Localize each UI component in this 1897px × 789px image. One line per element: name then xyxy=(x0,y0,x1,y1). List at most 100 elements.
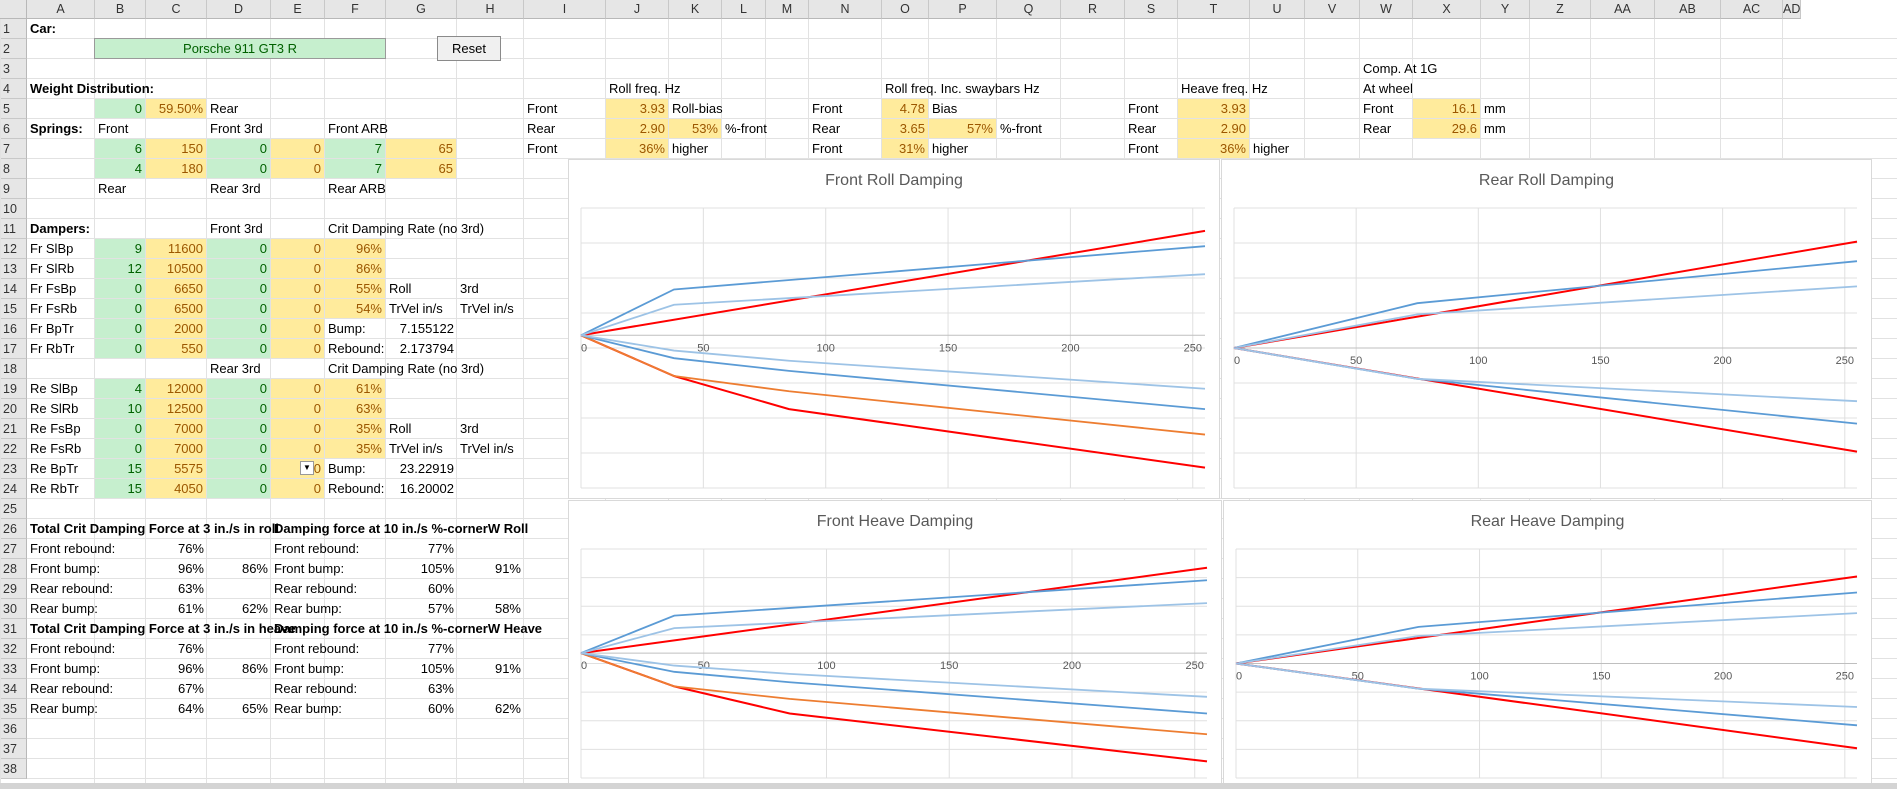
cell-c19[interactable]: 12000 xyxy=(146,379,206,398)
cell-y6[interactable]: mm xyxy=(1484,121,1506,136)
cell-g34[interactable]: 63% xyxy=(427,681,454,696)
cell-a33[interactable]: Front bump: xyxy=(30,661,101,676)
column-header-v[interactable]: V xyxy=(1305,0,1360,19)
chart-front-roll-damping[interactable]: Front Roll Damping 0 50 100 150 200 250 xyxy=(568,159,1220,499)
cell-d12[interactable]: 0 xyxy=(207,239,270,258)
column-header-s[interactable]: S xyxy=(1125,0,1178,19)
cell-a23[interactable]: Re BpTr xyxy=(30,461,78,476)
cell-c24[interactable]: 4050 xyxy=(146,479,206,498)
cell-o6[interactable]: 3.65 xyxy=(882,119,928,138)
cell-c32[interactable]: 76% xyxy=(177,641,204,656)
cell-w4[interactable]: At wheel xyxy=(1363,81,1413,96)
cell-e17[interactable]: 0 xyxy=(271,339,324,358)
column-header-m[interactable]: M xyxy=(766,0,809,19)
row-header-11[interactable]: 11 xyxy=(0,219,27,239)
cell-d17[interactable]: 0 xyxy=(207,339,270,358)
cell-b21[interactable]: 0 xyxy=(95,419,145,438)
cell-d8[interactable]: 0 xyxy=(207,159,270,178)
cell-a13[interactable]: Fr SlRb xyxy=(30,261,75,276)
cell-g7[interactable]: 65 xyxy=(386,139,456,158)
cell-q6[interactable]: %-front xyxy=(1000,121,1042,136)
cell-g32[interactable]: 77% xyxy=(427,641,454,656)
cell-h28[interactable]: 91% xyxy=(494,561,521,576)
row-header-16[interactable]: 16 xyxy=(0,319,27,339)
cell-b13[interactable]: 12 xyxy=(95,259,145,278)
cell-d23[interactable]: 0 xyxy=(207,459,270,478)
cell-j5[interactable]: 3.93 xyxy=(606,99,668,118)
chart-front-heave-damping[interactable]: Front Heave Damping 0 50 100 150 200 250 xyxy=(568,500,1222,789)
cell-d11[interactable]: Front 3rd xyxy=(210,221,263,236)
cell-d35[interactable]: 65% xyxy=(241,701,268,716)
cell-d22[interactable]: 0 xyxy=(207,439,270,458)
cell-c35[interactable]: 64% xyxy=(177,701,204,716)
row-header-24[interactable]: 24 xyxy=(0,479,27,499)
row-header-22[interactable]: 22 xyxy=(0,439,27,459)
cell-b14[interactable]: 0 xyxy=(95,279,145,298)
cell-b5[interactable]: 0 xyxy=(95,99,145,118)
cell-e24[interactable]: 0 xyxy=(271,479,324,498)
cell-t6[interactable]: 2.90 xyxy=(1178,119,1249,138)
cell-b2[interactable]: Porsche 911 GT3 R xyxy=(94,38,386,59)
cell-y5[interactable]: mm xyxy=(1484,101,1506,116)
cell-f23[interactable]: Bump: xyxy=(328,461,366,476)
cell-o7[interactable]: 31% xyxy=(882,139,928,158)
cell-d5[interactable]: Rear xyxy=(210,101,239,116)
column-header-u[interactable]: U xyxy=(1250,0,1305,19)
column-header-p[interactable]: P xyxy=(929,0,997,19)
cell-g23[interactable]: 23.22919 xyxy=(399,461,454,476)
cell-c14[interactable]: 6650 xyxy=(146,279,206,298)
cell-f22[interactable]: 35% xyxy=(325,439,385,458)
cell-o5[interactable]: 4.78 xyxy=(882,99,928,118)
cell-n6[interactable]: Rear xyxy=(812,121,841,136)
cell-g30[interactable]: 57% xyxy=(427,601,454,616)
cell-f14[interactable]: 55% xyxy=(325,279,385,298)
cell-e16[interactable]: 0 xyxy=(271,319,324,338)
cell-p7[interactable]: higher xyxy=(932,141,969,156)
cell-f16[interactable]: Bump: xyxy=(328,321,366,336)
cell-c13[interactable]: 10500 xyxy=(146,259,206,278)
cell-a4[interactable]: Weight Distribution: xyxy=(30,81,154,96)
cell-g16[interactable]: 7.155122 xyxy=(399,321,454,336)
row-header-37[interactable]: 37 xyxy=(0,739,27,759)
column-header-r[interactable]: R xyxy=(1061,0,1125,19)
cell-b17[interactable]: 0 xyxy=(95,339,145,358)
cell-a16[interactable]: Fr BpTr xyxy=(30,321,74,336)
column-header-ab[interactable]: AB xyxy=(1655,0,1721,19)
row-header-30[interactable]: 30 xyxy=(0,599,27,619)
row-header-19[interactable]: 19 xyxy=(0,379,27,399)
cell-g28[interactable]: 105% xyxy=(420,561,454,576)
cell-b12[interactable]: 9 xyxy=(95,239,145,258)
cell-c27[interactable]: 76% xyxy=(177,541,204,556)
cell-d7[interactable]: 0 xyxy=(207,139,270,158)
cell-e15[interactable]: 0 xyxy=(271,299,324,318)
cell-u7[interactable]: higher xyxy=(1253,141,1290,156)
cell-b19[interactable]: 4 xyxy=(95,379,145,398)
cell-j4[interactable]: Roll freq. Hz xyxy=(609,81,681,96)
cell-dropdown-arrow[interactable]: ▼ xyxy=(300,461,314,475)
cell-a11[interactable]: Dampers: xyxy=(30,221,90,236)
row-header-26[interactable]: 26 xyxy=(0,519,27,539)
cell-d16[interactable]: 0 xyxy=(207,319,270,338)
cell-c7[interactable]: 150 xyxy=(146,139,206,158)
cell-e32[interactable]: Front rebound: xyxy=(274,641,360,656)
row-header-1[interactable]: 1 xyxy=(0,19,27,39)
cell-e8[interactable]: 0 xyxy=(271,159,324,178)
cell-a15[interactable]: Fr FsRb xyxy=(30,301,77,316)
cell-d28[interactable]: 86% xyxy=(241,561,268,576)
cell-c29[interactable]: 63% xyxy=(177,581,204,596)
row-header-10[interactable]: 10 xyxy=(0,199,27,219)
sheet-tab-bar[interactable] xyxy=(0,783,1897,789)
cell-a21[interactable]: Re FsBp xyxy=(30,421,81,436)
row-header-38[interactable]: 38 xyxy=(0,759,27,779)
cell-c20[interactable]: 12500 xyxy=(146,399,206,418)
column-header-aa[interactable]: AA xyxy=(1591,0,1655,19)
row-header-29[interactable]: 29 xyxy=(0,579,27,599)
row-header-32[interactable]: 32 xyxy=(0,639,27,659)
cell-d30[interactable]: 62% xyxy=(241,601,268,616)
cell-c5[interactable]: 59.50% xyxy=(146,99,206,118)
row-header-9[interactable]: 9 xyxy=(0,179,27,199)
cell-e35[interactable]: Rear bump: xyxy=(274,701,342,716)
cell-x5[interactable]: 16.1 xyxy=(1413,99,1480,118)
cell-c17[interactable]: 550 xyxy=(146,339,206,358)
cell-g27[interactable]: 77% xyxy=(427,541,454,556)
